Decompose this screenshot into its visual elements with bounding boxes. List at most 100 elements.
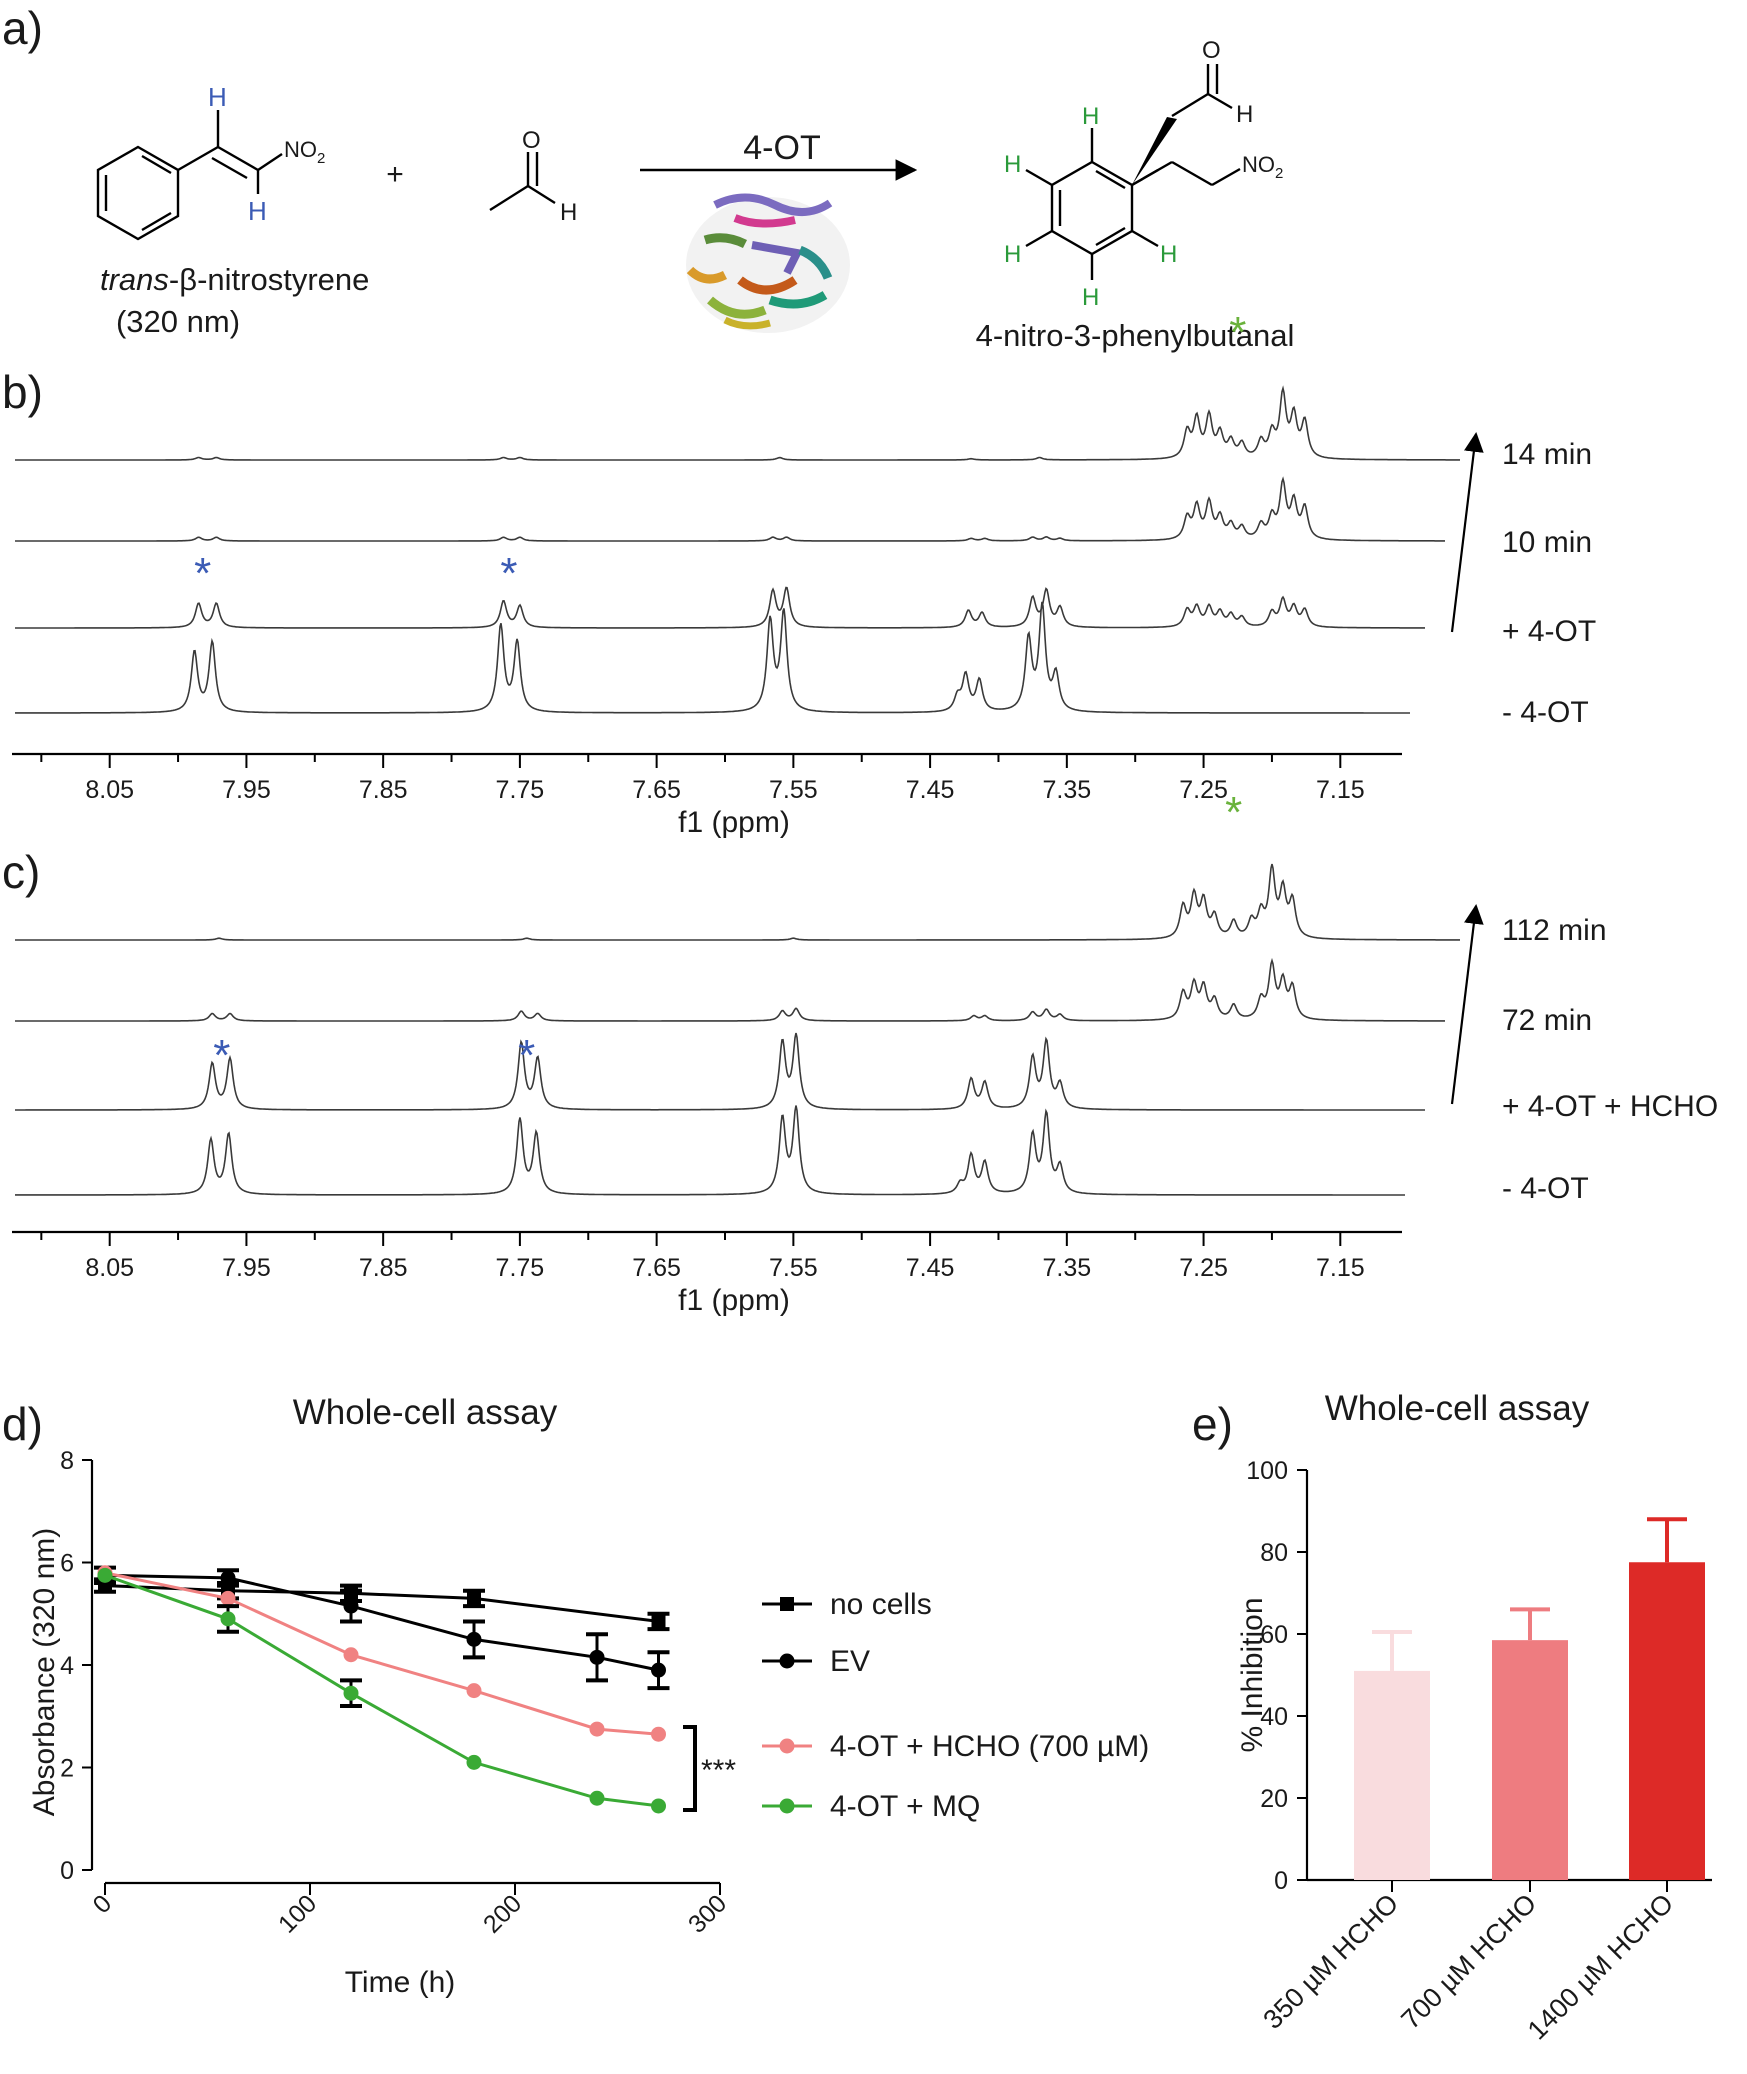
data-point [651, 1662, 666, 1678]
acetaldehyde-o-label: O [522, 127, 541, 154]
nmr-trace-1 [15, 863, 1460, 941]
x-tick-label: 7.15 [1316, 1254, 1365, 1282]
peak-star-marker: * [194, 549, 211, 598]
legend-label: no cells [830, 1588, 932, 1621]
product-no2-label: NO2 [1242, 152, 1283, 182]
data-point [589, 1721, 605, 1737]
aryl-h-label: H [1004, 241, 1021, 268]
peak-star-marker: * [213, 1031, 230, 1080]
trace-label-14min: 14 min [1502, 438, 1592, 471]
reactant-no2-label: NO2 [284, 137, 325, 167]
trace-label-minus-4ot: - 4-OT [1502, 696, 1589, 729]
ring-double-bond [141, 211, 172, 232]
bar [1354, 1670, 1430, 1880]
panel-b-spectra: * * * [15, 308, 1460, 714]
data-point [343, 1598, 359, 1614]
data-point [220, 1611, 236, 1627]
reactant-wavelength: (320 nm) [116, 304, 240, 339]
legend-marker [780, 1597, 794, 1611]
chart-d-legend: no cells EV 4-OT + HCHO (700 µM) 4-OT + MQ [762, 1588, 1149, 1823]
y-tick-label: 4 [60, 1652, 74, 1680]
chart-e-plot [1354, 1517, 1705, 1880]
y-tick-label: 2 [60, 1755, 74, 1783]
trace-label-10min: 10 min [1502, 526, 1592, 559]
data-point [589, 1790, 605, 1806]
x-tick-label: 7.55 [769, 776, 818, 804]
data-point [343, 1685, 359, 1701]
y-tick-label: 20 [1260, 1785, 1288, 1813]
nmr-trace-4 [15, 1105, 1405, 1196]
series-line-3 [104, 1571, 659, 1736]
chart-d-axes: 0 2 4 6 8 0 100 200 300 [60, 1447, 732, 1939]
aldehyde-o-label: O [1202, 37, 1221, 64]
data-point [467, 1591, 481, 1606]
x-tick-label: 7.75 [496, 1254, 545, 1282]
significance-label: *** [701, 1754, 736, 1787]
y-tick-label: 0 [60, 1857, 74, 1885]
enzyme-label: 4-OT [743, 129, 820, 167]
x-tick-label: 700 µM HCHO [1395, 1888, 1542, 2035]
x-tick-label: 8.05 [85, 1254, 134, 1282]
panel-d-letter: d) [2, 1398, 43, 1450]
legend-marker [779, 1653, 795, 1669]
x-tick-label: 7.45 [906, 1254, 955, 1282]
x-tick-label: 7.75 [496, 776, 545, 804]
nmr-trace-2 [15, 957, 1445, 1022]
y-tick-label: 80 [1260, 1539, 1288, 1567]
plus-sign: + [386, 158, 404, 191]
data-point [651, 1798, 666, 1814]
chart-d-plot [94, 1565, 670, 1814]
vinyl-double-bond-inner [211, 156, 248, 180]
product-chain-bond [1131, 160, 1173, 187]
time-arrow [1450, 432, 1484, 633]
nmr-trace-2 [15, 476, 1445, 542]
x-tick-label: 7.65 [632, 776, 681, 804]
series-line-4 [104, 1573, 659, 1808]
data-point [343, 1647, 359, 1663]
enzyme-ribbon-image [686, 193, 850, 333]
y-tick-label: 40 [1260, 1703, 1288, 1731]
y-axis-label: Absorbance (320 nm) [28, 1528, 61, 1817]
bar [1492, 1640, 1568, 1880]
data-point [466, 1683, 482, 1699]
y-axis-label: % Inhibition [1236, 1597, 1269, 1752]
series-line-2 [104, 1573, 659, 1672]
no2-bond [257, 153, 283, 171]
y-tick-label: 60 [1260, 1621, 1288, 1649]
y-tick-label: 6 [60, 1550, 74, 1578]
y-tick-label: 100 [1246, 1457, 1288, 1485]
x-tick-label: 7.95 [222, 1254, 271, 1282]
panel-b: b) * * * 14 min 10 min + 4-OT - 4-OT 8.05 7… [2, 308, 1596, 839]
x-tick-label: 1400 µM HCHO [1522, 1888, 1679, 2045]
aryl-h-label: H [1082, 103, 1099, 130]
time-arrow [1450, 904, 1484, 1105]
x-tick-label: 300 [683, 1889, 732, 1938]
peak-star-marker: * [1225, 788, 1242, 837]
legend-label: 4-OT + MQ [830, 1790, 980, 1823]
data-point [589, 1649, 605, 1665]
nmr-trace-1 [15, 385, 1460, 461]
x-tick-label: 7.85 [359, 1254, 408, 1282]
x-tick-label: 7.85 [359, 776, 408, 804]
y-tick-label: 0 [1274, 1867, 1288, 1895]
y-tick-label: 8 [60, 1447, 74, 1475]
legend-marker [779, 1738, 795, 1754]
aryl-vinyl-bond [177, 145, 219, 172]
trace-label-72min: 72 min [1502, 1004, 1592, 1037]
x-tick-label: 350 µM HCHO [1257, 1888, 1404, 2035]
vinyl-double-bond [217, 145, 259, 172]
x-tick-label: 200 [478, 1889, 527, 1938]
data-point [651, 1614, 666, 1629]
product-benzene-ring [1050, 160, 1134, 256]
data-point [466, 1754, 482, 1770]
nmr-trace-4 [15, 601, 1410, 714]
x-tick-label: 0 [88, 1889, 118, 1919]
chart-d-title: Whole-cell assay [293, 1393, 558, 1432]
panel-b-letter: b) [2, 366, 43, 418]
trace-label-plus-4ot: + 4-OT [1502, 615, 1596, 648]
data-point [220, 1570, 236, 1586]
peak-star-marker: * [518, 1031, 535, 1080]
x-axis-label: f1 (ppm) [678, 1284, 790, 1317]
